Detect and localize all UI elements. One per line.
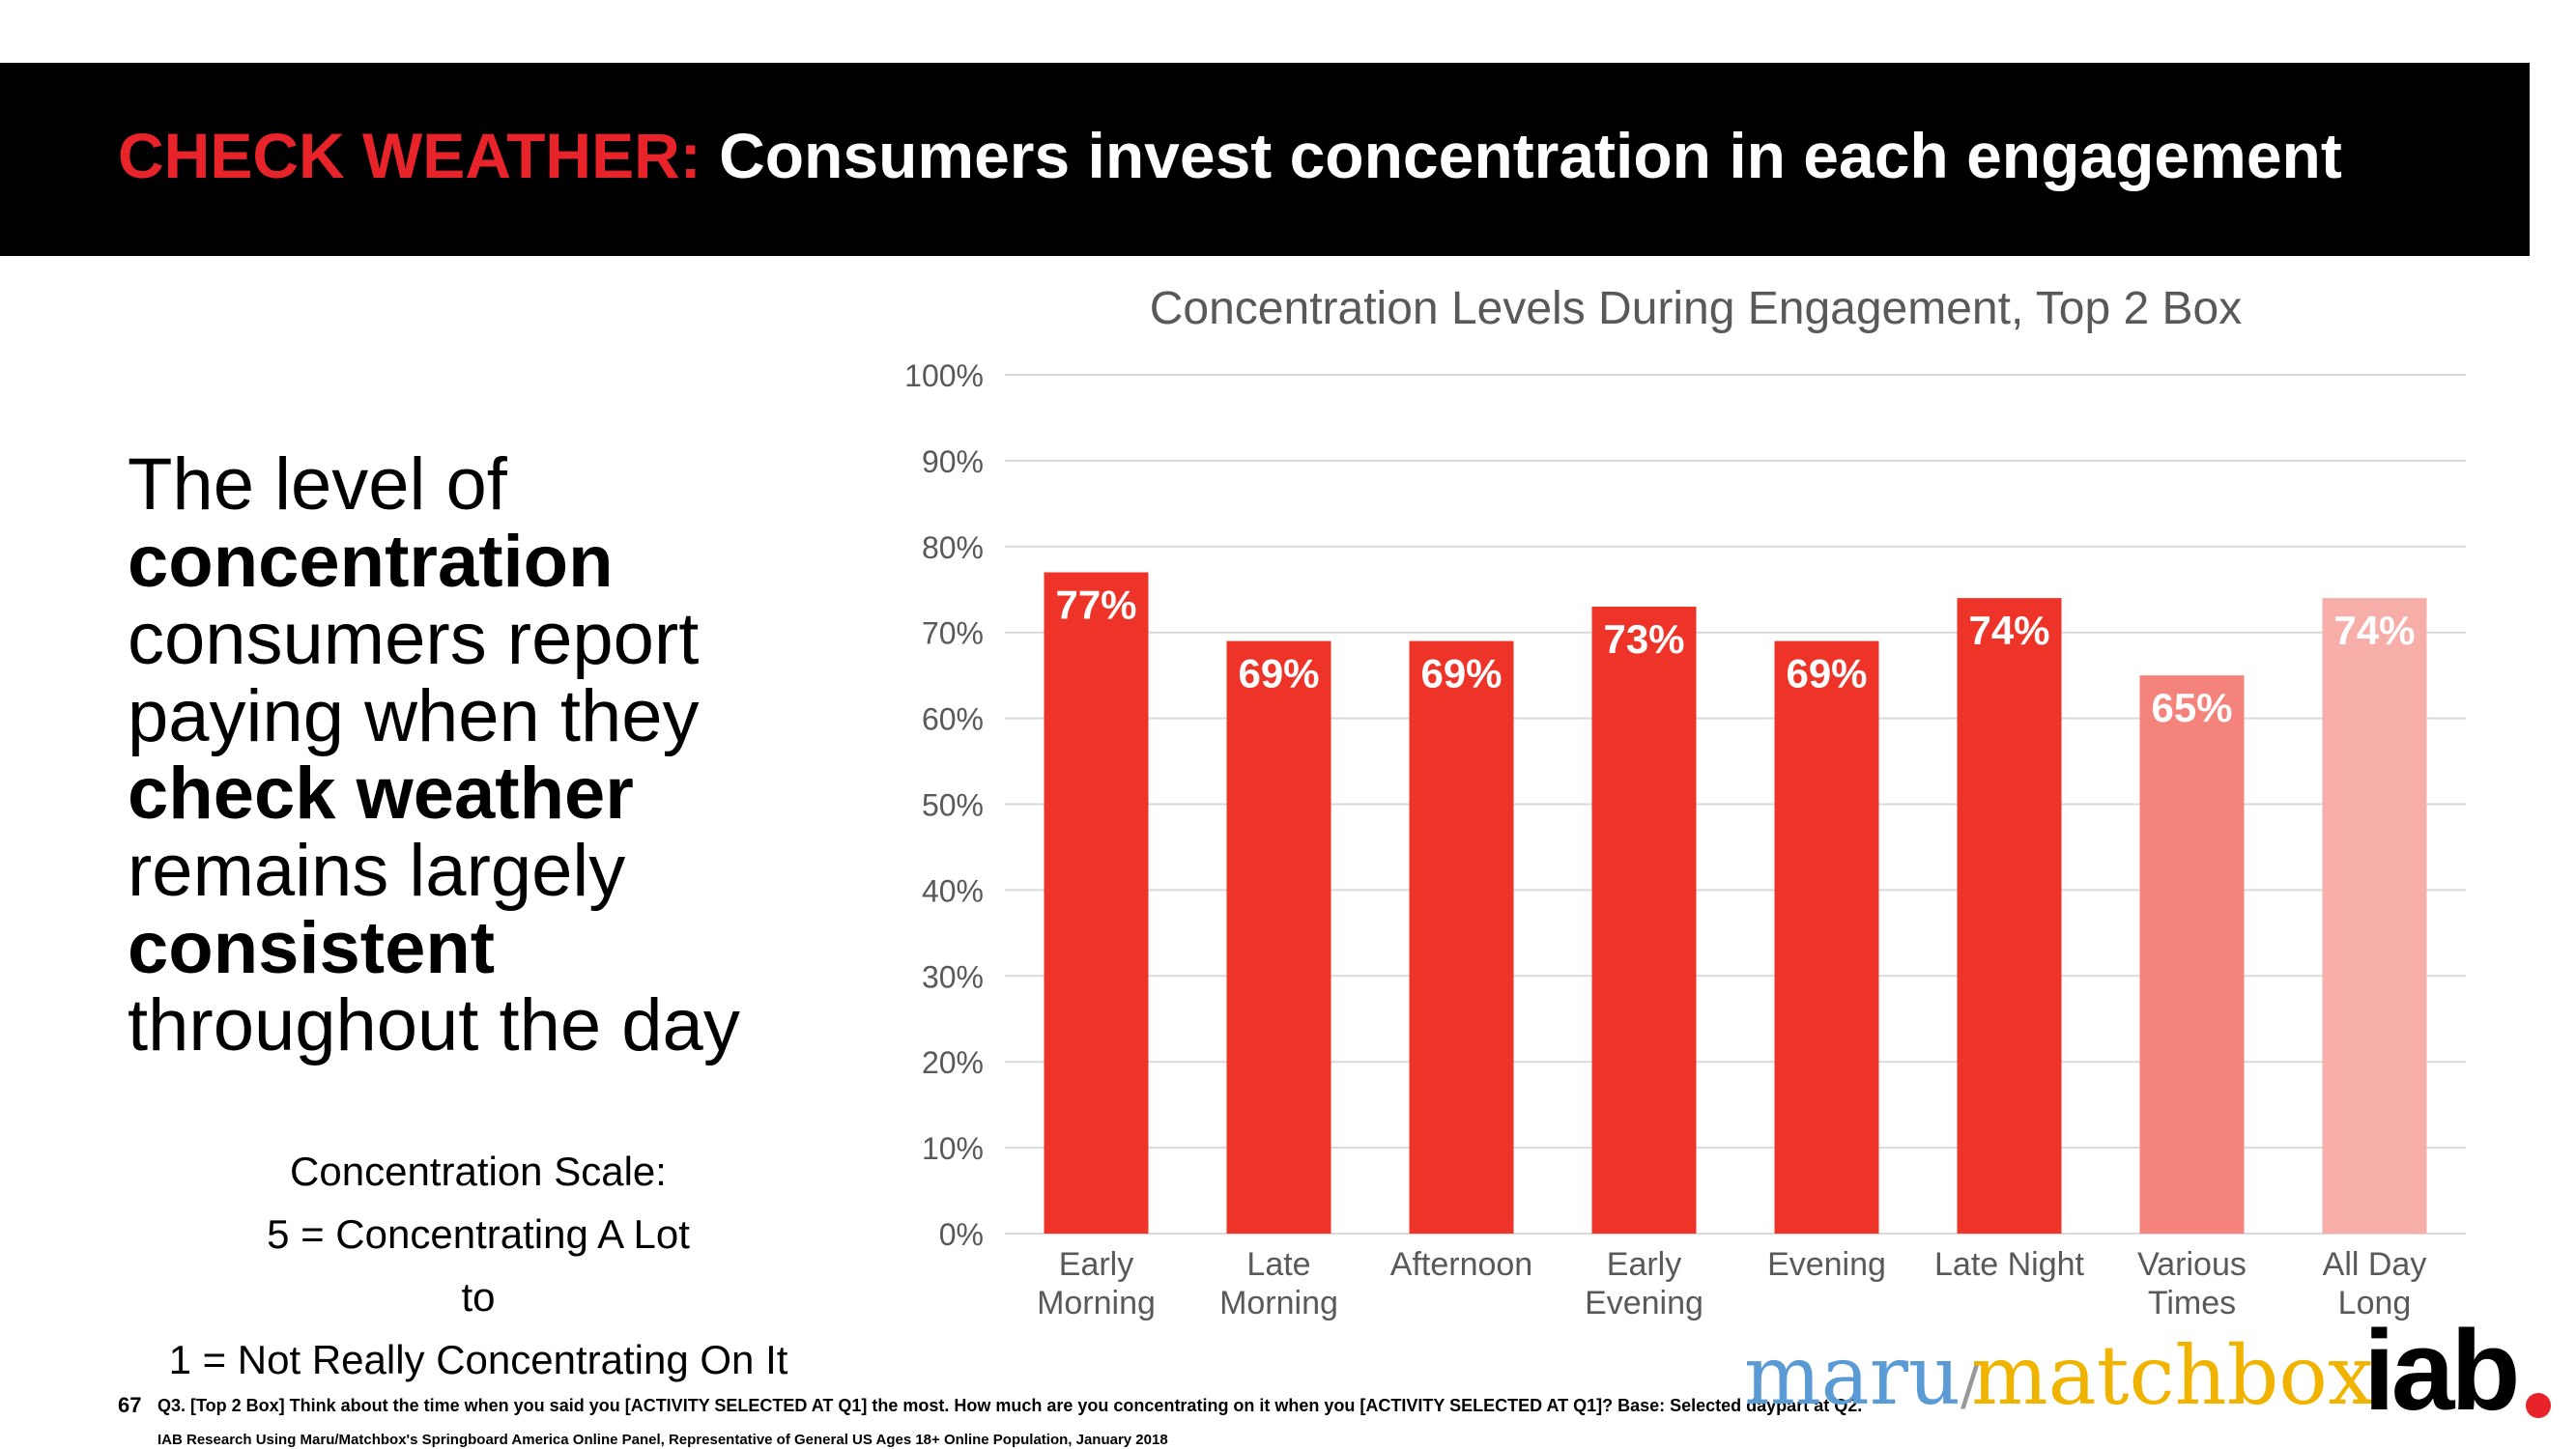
y-tick-label: 50% <box>922 788 984 823</box>
matchbox-logo: matchbox <box>1971 1328 2374 1423</box>
y-tick-label: 20% <box>922 1045 984 1080</box>
iab-logo-dot <box>2526 1393 2551 1418</box>
headline-line: concentration <box>128 521 614 603</box>
x-tick-label: Morning <box>1037 1285 1156 1321</box>
headline-line: paying when they <box>128 675 700 757</box>
x-tick-label: Early <box>1607 1246 1681 1283</box>
x-tick-label: Late <box>1246 1246 1310 1283</box>
y-tick-label: 60% <box>922 702 984 737</box>
bar <box>1957 598 2062 1234</box>
question-footnote: Q3. [Top 2 Box] Think about the time whe… <box>157 1396 1863 1415</box>
x-tick-label: Various <box>2137 1246 2247 1283</box>
maru-logo-text: maru <box>1744 1328 1961 1423</box>
y-tick-label: 100% <box>904 358 984 393</box>
data-label: 69% <box>1786 651 1867 696</box>
x-tick-label: Morning <box>1219 1285 1338 1321</box>
bar <box>2322 598 2427 1234</box>
x-tick-label: Long <box>2338 1285 2412 1321</box>
y-tick-label: 80% <box>922 530 984 565</box>
iab-logo: iab <box>2363 1307 2520 1435</box>
x-tick-label: Late Night <box>1934 1246 2085 1283</box>
bar <box>1591 607 1697 1234</box>
maru-logo: maru/ <box>1744 1335 1980 1416</box>
x-tick-label: Evening <box>1767 1246 1886 1283</box>
slide-title-text: Consumers invest concentration in each e… <box>719 120 2342 191</box>
concentration-scale-note: Concentration Scale: 5 = Concentrating A… <box>97 1140 860 1391</box>
header-bar <box>0 63 2530 256</box>
bar <box>1226 640 1331 1234</box>
y-tick-label: 90% <box>922 444 984 479</box>
headline-line: remains largely <box>128 830 626 912</box>
headline-line: consistent <box>128 907 496 989</box>
x-tick-label: Early <box>1059 1246 1133 1283</box>
scale-note-line: 5 = Concentrating A Lot <box>267 1211 690 1257</box>
logo-slash: / <box>1961 1350 1981 1418</box>
y-tick-label: 10% <box>922 1131 984 1166</box>
data-label: 74% <box>2333 608 2415 653</box>
headline-line: check weather <box>128 753 634 835</box>
scale-note-line: Concentration Scale: <box>290 1149 667 1194</box>
x-tick-label: Evening <box>1585 1285 1703 1321</box>
headline-line: The level of <box>128 443 507 526</box>
source-note: IAB Research Using Maru/Matchbox's Sprin… <box>157 1432 1168 1448</box>
data-label: 69% <box>1420 651 1502 696</box>
bar <box>1774 640 1879 1234</box>
y-tick-label: 0% <box>939 1217 984 1252</box>
data-label: 65% <box>2151 685 2232 730</box>
y-tick-label: 40% <box>922 873 984 908</box>
data-label: 74% <box>1968 608 2049 653</box>
data-label: 69% <box>1238 651 1319 696</box>
x-tick-label: All Day <box>2323 1246 2427 1283</box>
slide-title-accent: CHECK WEATHER: <box>118 120 701 191</box>
page-number: 67 <box>118 1393 142 1417</box>
scale-note-line: to <box>461 1274 496 1320</box>
headline-line: throughout the day <box>128 984 740 1066</box>
x-tick-label: Times <box>2148 1285 2236 1321</box>
headline-line: consumers report <box>128 598 700 680</box>
chart-title: Concentration Levels During Engagement, … <box>1150 283 2242 334</box>
bar <box>1409 640 1514 1234</box>
bar <box>2139 675 2245 1234</box>
headline: The level of concentration consumers rep… <box>128 446 862 1065</box>
bar <box>1044 572 1149 1234</box>
data-label: 73% <box>1603 616 1684 662</box>
y-tick-label: 30% <box>922 959 984 994</box>
scale-note-line: 1 = Not Really Concentrating On It <box>168 1337 788 1382</box>
y-tick-label: 70% <box>922 616 984 651</box>
data-label: 77% <box>1055 582 1136 627</box>
slide-title: CHECK WEATHER: Consumers invest concentr… <box>118 119 2342 192</box>
x-tick-label: Afternoon <box>1390 1246 1532 1283</box>
